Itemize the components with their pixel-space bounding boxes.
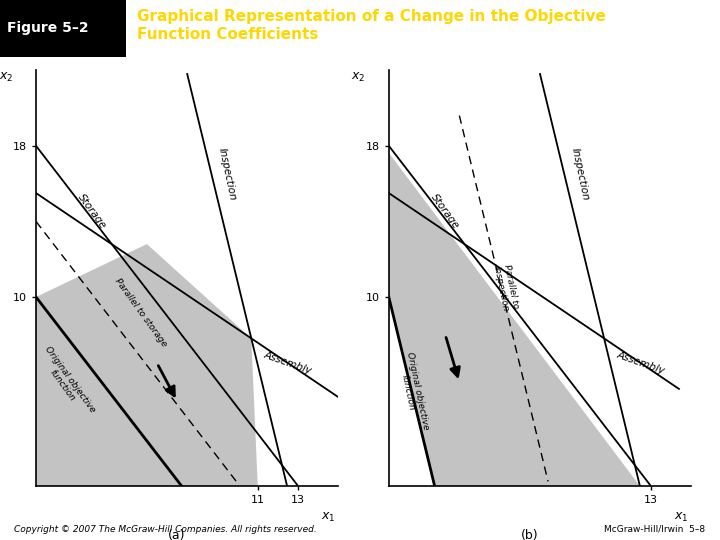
Text: Parallel to storage: Parallel to storage: [113, 276, 168, 348]
Text: Original objective
function: Original objective function: [35, 344, 97, 420]
Text: (a): (a): [168, 529, 186, 540]
Text: $x_2$: $x_2$: [351, 71, 366, 84]
Text: Parallel to
inspection: Parallel to inspection: [492, 263, 520, 312]
Text: Assembly: Assembly: [616, 350, 666, 376]
Text: McGraw-Hill/Irwin  5–8: McGraw-Hill/Irwin 5–8: [605, 525, 706, 534]
Text: (b): (b): [521, 529, 539, 540]
Polygon shape: [36, 244, 258, 486]
Polygon shape: [143, 0, 640, 486]
Text: Graphical Representation of a Change in the Objective
Function Coefficients: Graphical Representation of a Change in …: [137, 9, 606, 42]
Text: Original objective
function: Original objective function: [395, 350, 431, 433]
Text: Inspection: Inspection: [217, 147, 238, 201]
Text: $x_1$: $x_1$: [321, 511, 336, 524]
Text: $x_2$: $x_2$: [0, 71, 13, 84]
Text: Storage: Storage: [429, 193, 462, 231]
Text: Figure 5–2: Figure 5–2: [7, 22, 89, 35]
Text: Inspection: Inspection: [570, 147, 591, 201]
Text: Assembly: Assembly: [263, 350, 313, 376]
Text: Copyright © 2007 The McGraw-Hill Companies. All rights reserved.: Copyright © 2007 The McGraw-Hill Compani…: [14, 525, 317, 534]
Text: $x_1$: $x_1$: [674, 511, 688, 524]
Bar: [0, 0, 126, 57]
Text: Storage: Storage: [76, 193, 109, 231]
